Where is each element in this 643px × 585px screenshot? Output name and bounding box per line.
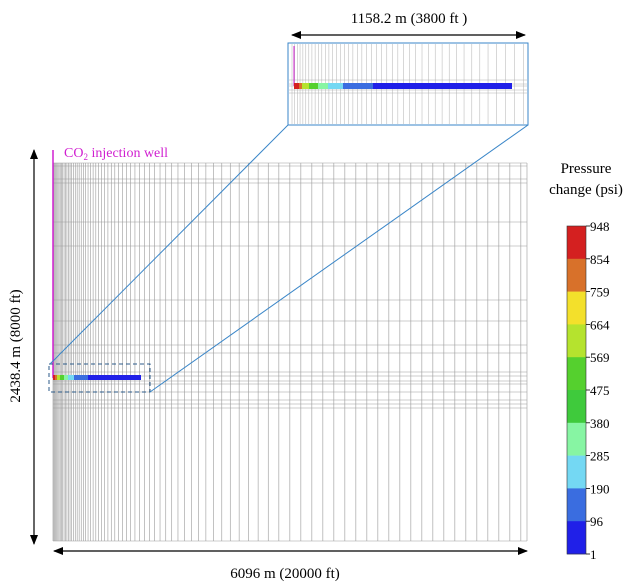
colorbar-title-line1: Pressure bbox=[561, 161, 612, 177]
colorbar-swatch bbox=[567, 324, 586, 358]
colorbar-swatch bbox=[567, 488, 586, 522]
colorbar-swatch bbox=[567, 390, 586, 424]
reservoir-grid bbox=[52, 162, 528, 542]
colorbar-swatch bbox=[567, 258, 586, 292]
zoom-region-box bbox=[48, 363, 151, 393]
colorbar-swatch bbox=[567, 521, 586, 555]
height-label: 2438.4 m (8000 ft) bbox=[8, 289, 24, 402]
colorbar-tick-label: 948 bbox=[590, 219, 610, 234]
colorbar-swatch bbox=[567, 357, 586, 391]
colorbar-tick-label: 1 bbox=[590, 547, 597, 562]
colorbar-swatch bbox=[567, 455, 586, 489]
colorbar-tick-label: 759 bbox=[590, 285, 610, 300]
colorbar-tick-label: 190 bbox=[590, 481, 610, 496]
colorbar-tick-label: 475 bbox=[590, 383, 610, 398]
colorbar-title-line2: change (psi) bbox=[549, 182, 623, 198]
zoom-width-label: 1158.2 m (3800 ft ) bbox=[351, 11, 468, 27]
colorbar-swatch bbox=[567, 422, 586, 456]
width-label: 6096 m (20000 ft) bbox=[230, 566, 340, 582]
colorbar-tick-label: 96 bbox=[590, 514, 604, 529]
colorbar: 948 854 759 664 569 475 380 285 190 96 1 bbox=[566, 219, 610, 562]
well-label: CO2 injection well bbox=[64, 146, 168, 162]
colorbar-tick-label: 664 bbox=[590, 317, 610, 332]
colorbar-tick-label: 569 bbox=[590, 350, 610, 365]
pressure-plume bbox=[53, 375, 141, 380]
colorbar-tick-label: 854 bbox=[590, 252, 610, 267]
colorbar-tick-label: 285 bbox=[590, 449, 610, 464]
zoom-connector-left bbox=[49, 124, 289, 365]
zoom-connector-right bbox=[149, 124, 529, 393]
colorbar-swatch bbox=[567, 226, 586, 260]
colorbar-swatch bbox=[567, 291, 586, 325]
colorbar-tick-label: 380 bbox=[590, 416, 610, 431]
zoomed-inset bbox=[287, 42, 529, 126]
